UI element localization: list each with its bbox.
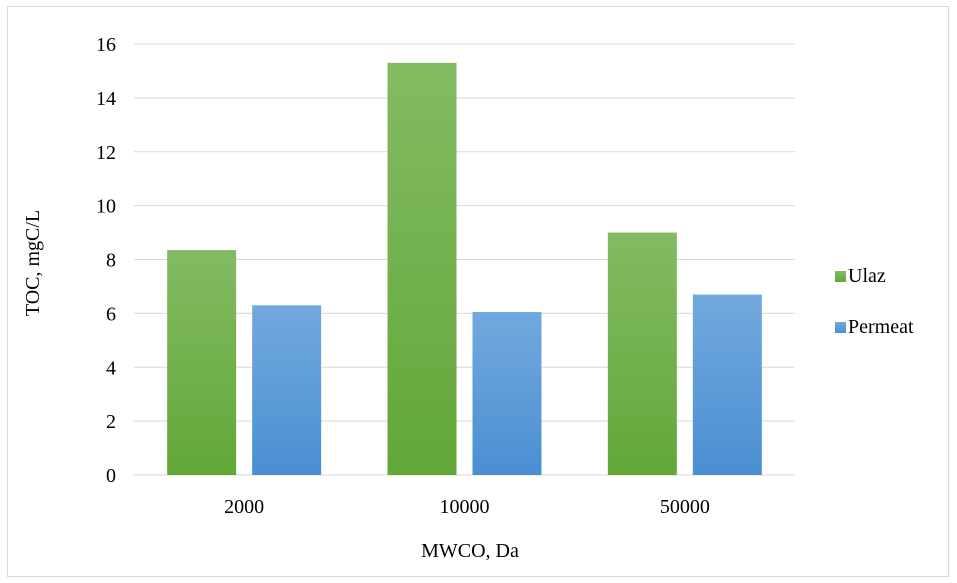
y-tick-label: 10: [96, 196, 116, 218]
x-tick-label: 10000: [440, 496, 490, 518]
legend: Ulaz Permeat: [835, 265, 914, 338]
legend-swatch-permeat: [835, 322, 846, 333]
x-tick-label: 2000: [224, 496, 264, 518]
y-tick-label: 14: [96, 88, 116, 110]
bar-ulaz-10000: [387, 62, 457, 475]
y-tick-label: 4: [106, 357, 116, 379]
bar-permeat-2000: [252, 305, 322, 475]
bar-permeat-50000: [692, 294, 762, 475]
x-axis-title: MWCO, Da: [421, 540, 519, 562]
legend-label-ulaz: Ulaz: [848, 265, 886, 287]
x-axis-ticks: 2000 10000 50000: [224, 496, 710, 518]
y-tick-label: 16: [96, 34, 116, 56]
chart-frame: 0 2 4 6 8 10 12 14 16 2000 10000 50000 TOC, mgC/L …: [7, 6, 949, 577]
bars: [167, 62, 762, 475]
legend-label-permeat: Permeat: [848, 316, 914, 338]
x-tick-label: 50000: [660, 496, 710, 518]
y-tick-label: 2: [106, 411, 116, 433]
bar-ulaz-2000: [167, 250, 237, 475]
bar-permeat-10000: [472, 312, 542, 475]
y-tick-label: 0: [106, 465, 116, 487]
bar-ulaz-50000: [607, 232, 677, 475]
gridlines: [134, 43, 795, 476]
legend-swatch-ulaz: [835, 271, 846, 282]
y-axis-ticks: 0 2 4 6 8 10 12 14 16: [96, 34, 116, 487]
y-axis-title: TOC, mgC/L: [22, 210, 44, 316]
y-tick-label: 6: [106, 303, 116, 325]
y-tick-label: 8: [106, 250, 116, 272]
y-tick-label: 12: [96, 142, 116, 164]
